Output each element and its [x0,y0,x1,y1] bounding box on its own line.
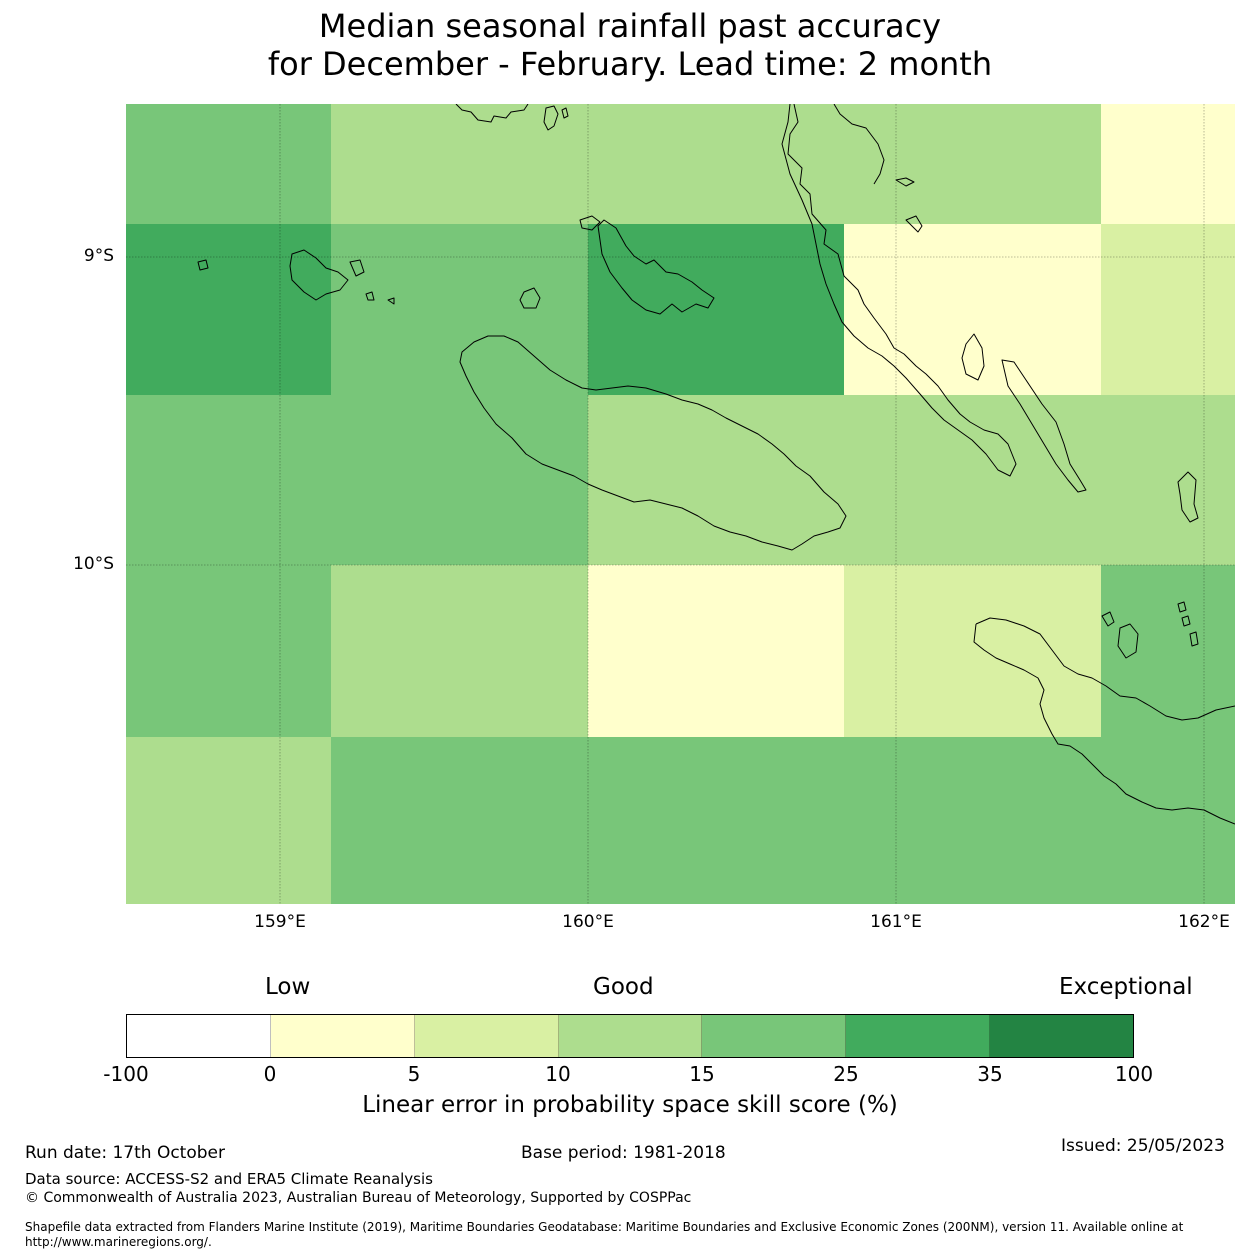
colorbar-tick: 25 [833,1062,859,1086]
chart-title-line-1: Median seasonal rainfall past accuracy [318,7,942,45]
islet-coast [905,215,923,233]
lon-label-162e: 162°E [1178,912,1230,932]
islet-coast [365,291,375,301]
colorbar [126,1014,1134,1058]
islet-coast [895,177,915,187]
colorbar-segment [127,1015,271,1057]
russell-islands-coast [289,249,349,301]
skill-grid-cell [126,565,332,738]
skill-grid-cell [1101,737,1235,904]
makira-coast [973,623,1235,825]
colorbar-tick: 0 [263,1062,277,1086]
lat-label-10s: 10°S [73,554,114,574]
skill-grid-cell [331,224,589,396]
skill-grid-cell [331,104,589,225]
colorbar-segment [414,1015,559,1057]
islet-coast [1101,611,1115,627]
colorbar-heading-good: Good [593,974,654,1000]
skill-grid-cell [844,737,1102,904]
colorbar-tick: 10 [545,1062,571,1086]
colorbar-tick: -100 [103,1062,149,1086]
shapefile-credit: Shapefile data extracted from Flanders M… [25,1220,1184,1249]
islet-coast [387,297,395,305]
colorbar-segment [846,1015,991,1057]
colorbar-segment [702,1015,847,1057]
colorbar-segment [270,1015,415,1057]
colorbar-label: Linear error in probability space skill … [362,1092,898,1118]
colorbar-tick: 35 [977,1062,1003,1086]
makira-coast [975,617,1235,721]
coastline [197,104,1235,825]
small-malaita-coast [961,333,985,381]
malaita-coast [833,104,885,185]
skill-grid-cell [126,224,332,396]
colorbar-segment [990,1015,1134,1057]
skill-map-canvas [126,104,1235,904]
skill-grid-cell [588,565,845,738]
colorbar-tick: 5 [407,1062,421,1086]
colorbar-tick: 15 [689,1062,715,1086]
skill-grid-cell [588,224,845,396]
islet-coast [1117,623,1139,659]
map-graticule [126,104,1235,904]
skill-grid-cell [588,737,845,904]
islet-coast [197,259,209,271]
small-malaita-coast [1001,359,1087,493]
chart-title-line-2: for December - February. Lead time: 2 mo… [267,45,993,83]
islet-coast [349,259,365,277]
islet-coast [1189,631,1199,647]
malaita-coast [781,104,1017,477]
skill-grid-cells [126,104,1235,904]
islet-coast [1181,615,1191,627]
skill-grid-cell [331,395,589,566]
nggela-coast [597,219,715,315]
skill-grid-cell [844,395,1102,566]
lon-label-160e: 160°E [562,912,614,932]
skill-grid-cell [126,104,332,225]
savo-coast [519,287,541,309]
skill-grid-cell [588,104,845,225]
skill-grid-cell [844,224,1102,396]
skill-grid-cell [331,737,589,904]
base-period: Base period: 1981-2018 [521,1143,726,1163]
colorbar-segment [558,1015,703,1057]
data-source: Data source: ACCESS-S2 and ERA5 Climate … [25,1170,433,1188]
lon-label-161e: 161°E [870,912,922,932]
run-date: Run date: 17th October [25,1143,225,1163]
skill-map [126,104,1235,904]
islet-coast [561,107,569,119]
skill-grid-cell [126,395,332,566]
skill-grid-cell [126,737,332,904]
islet-coast [543,105,559,131]
issued-date: Issued: 25/05/2023 [1061,1136,1225,1156]
skill-grid-cell [331,565,589,738]
colorbar-tick: 100 [1114,1062,1154,1086]
skill-grid-cell [844,565,1102,738]
colorbar-heading-exceptional: Exceptional [1059,974,1193,1000]
nggela-coast [579,215,601,231]
islet-coast [1177,471,1199,523]
skill-grid-cell [588,395,845,566]
skill-grid-cell [1101,565,1235,738]
skill-grid-cell [1101,224,1235,396]
skill-grid-cell [1101,104,1235,225]
skill-grid-cell [1101,395,1235,566]
guadalcanal-coast [459,335,847,551]
lat-label-9s: 9°S [83,246,114,266]
lon-label-159e: 159°E [254,912,306,932]
islet-coast [1177,601,1187,613]
skill-grid-cell [844,104,1102,225]
copyright: © Commonwealth of Australia 2023, Austra… [25,1190,692,1206]
santa-isabel-coast [455,104,529,123]
colorbar-heading-low: Low [265,974,311,1000]
